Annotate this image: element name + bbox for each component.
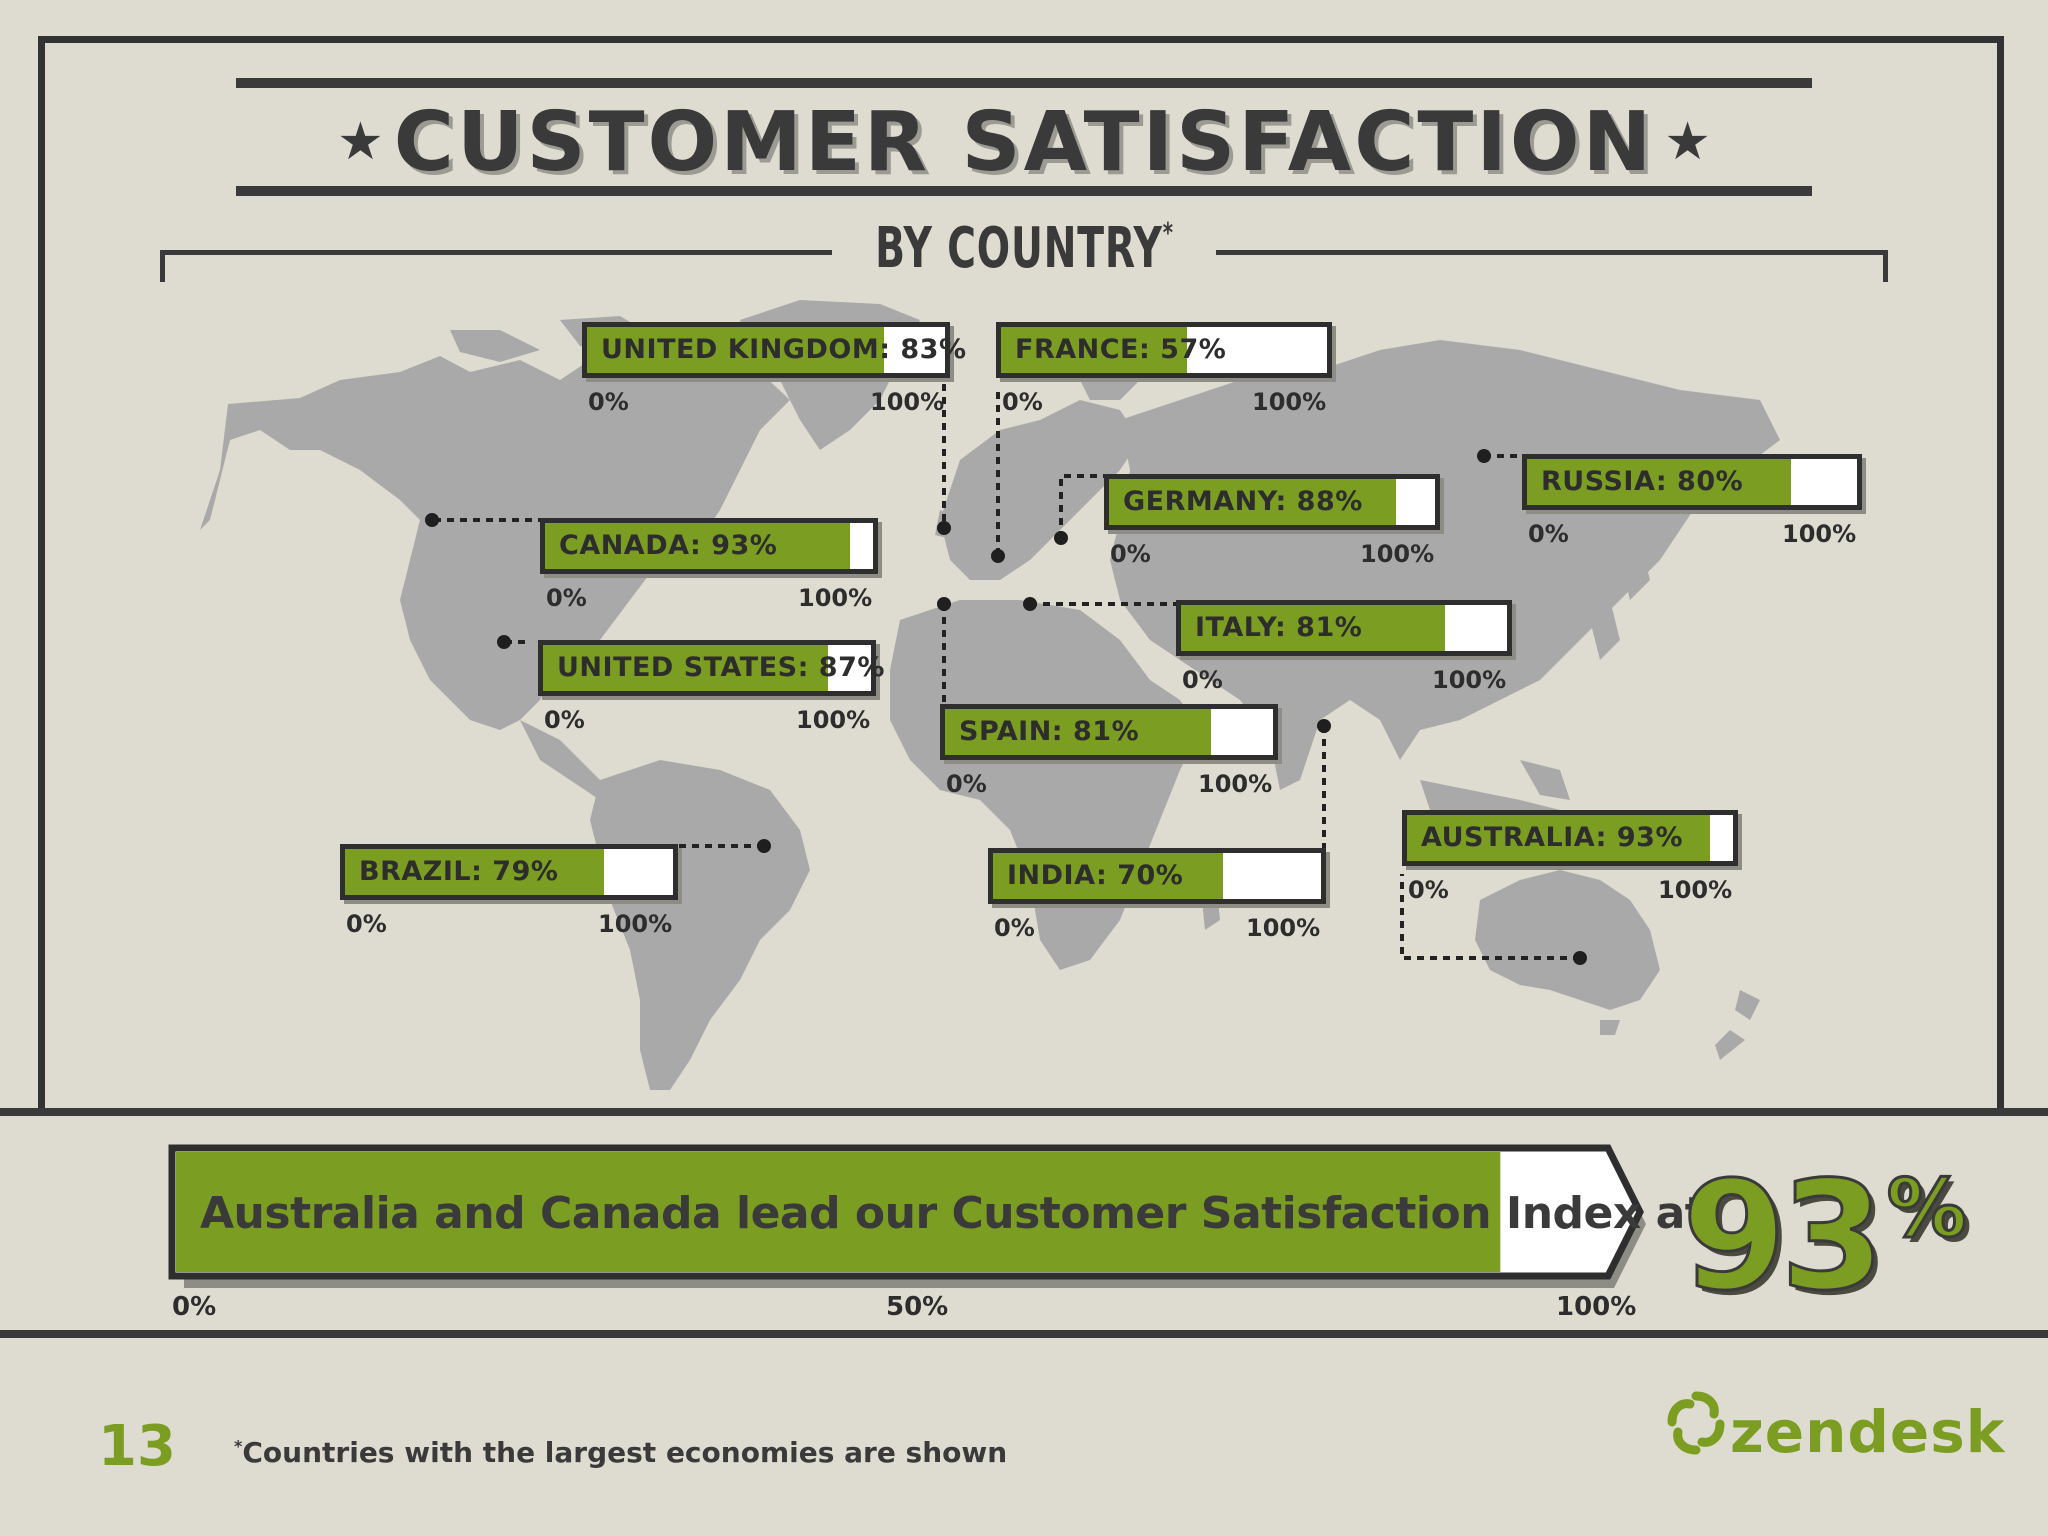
title-rule-bottom [236, 186, 1812, 196]
tick-max-united-kingdom: 100% [870, 388, 945, 416]
bar-label-united-kingdom: UNITED KINGDOM: 83% [601, 334, 967, 365]
tick-min-canada: 0% [546, 584, 587, 612]
bar-label-germany: GERMANY: 88% [1123, 486, 1363, 517]
bar-label-australia: AUSTRALIA: 93% [1421, 822, 1684, 853]
bar-label-united-states: UNITED STATES: 87% [557, 652, 885, 683]
tick-min-united-states: 0% [544, 706, 585, 734]
page-number: 13 [98, 1414, 176, 1479]
bar-united-states: UNITED STATES: 87% [538, 640, 884, 696]
tick-min-france: 0% [1002, 388, 1043, 416]
tick-max-canada: 100% [798, 584, 873, 612]
bar-canada: CANADA: 93% [540, 518, 878, 574]
bar-label-spain: SPAIN: 81% [959, 716, 1140, 747]
bar-brazil: BRAZIL: 79% [340, 844, 678, 900]
tick-max-germany: 100% [1360, 540, 1435, 568]
tick-max-russia: 100% [1782, 520, 1857, 548]
banner-text: Australia and Canada lead our Customer S… [200, 1188, 1706, 1239]
banner-rule-bottom [0, 1330, 2048, 1338]
banner-graphic [168, 1144, 1646, 1288]
map-landmass [200, 300, 1780, 1090]
tick-min-australia: 0% [1408, 876, 1449, 904]
bar-fill-united-kingdom [587, 327, 885, 373]
zendesk-logo-icon [1667, 1391, 1725, 1455]
tick-min-russia: 0% [1528, 520, 1569, 548]
headline-value: 93% [1681, 1149, 1969, 1326]
tick-max-india: 100% [1246, 914, 1321, 942]
banner-tick-100: 100% [1556, 1292, 1637, 1322]
bar-label-france: FRANCE: 57% [1015, 334, 1227, 365]
tick-max-france: 100% [1252, 388, 1327, 416]
tick-max-australia: 100% [1658, 876, 1733, 904]
content-frame [38, 36, 2004, 1116]
star-icon: ★ [1664, 112, 1711, 172]
bar-united-kingdom: UNITED KINGDOM: 83% [582, 322, 966, 378]
tick-max-italy: 100% [1432, 666, 1507, 694]
footnote: *Countries with the largest economies ar… [234, 1436, 1007, 1469]
subtitle-rule-left-tick [160, 250, 165, 282]
title-row: ★ CUSTOMER SATISFACTION ★ [236, 94, 1812, 190]
subtitle-rule-right [1216, 250, 1888, 255]
bar-fill-italy [1181, 605, 1446, 651]
tick-max-spain: 100% [1198, 770, 1273, 798]
star-icon: ★ [337, 112, 384, 172]
bar-spain: SPAIN: 81% [940, 704, 1278, 760]
bar-italy: ITALY: 81% [1176, 600, 1512, 656]
bar-fill-russia [1527, 459, 1791, 505]
title-rule-top [236, 78, 1812, 88]
bar-france: FRANCE: 57% [996, 322, 1332, 378]
subtitle: BY COUNTRY* [875, 216, 1174, 281]
tick-min-germany: 0% [1110, 540, 1151, 568]
banner-tick-50: 50% [886, 1292, 949, 1322]
banner-rule-top [0, 1108, 2048, 1116]
subtitle-row: BY COUNTRY* [0, 216, 2048, 281]
headline-number: 93 [1681, 1149, 1887, 1326]
bar-fill-india [993, 853, 1223, 899]
page-title: CUSTOMER SATISFACTION [393, 94, 1655, 190]
bar-russia: RUSSIA: 80% [1522, 454, 1862, 510]
bar-label-russia: RUSSIA: 80% [1541, 466, 1744, 497]
bar-label-canada: CANADA: 93% [559, 530, 778, 561]
bar-australia: AUSTRALIA: 93% [1402, 810, 1738, 866]
footnote-text: Countries with the largest economies are… [242, 1436, 1008, 1469]
bar-germany: GERMANY: 88% [1104, 474, 1440, 530]
bar-label-italy: ITALY: 81% [1195, 612, 1363, 643]
bar-label-brazil: BRAZIL: 79% [359, 856, 559, 887]
tick-max-united-states: 100% [796, 706, 871, 734]
headline-unit: % [1885, 1161, 1968, 1257]
subtitle-rule-left [160, 250, 832, 255]
brand-name: zendesk [1730, 1398, 2006, 1466]
tick-min-spain: 0% [946, 770, 987, 798]
bar-fill-france [1001, 327, 1187, 373]
bar-fill-united-states [543, 645, 829, 691]
bar-fill-germany [1109, 479, 1396, 525]
tick-min-italy: 0% [1182, 666, 1223, 694]
bar-label-india: INDIA: 70% [1007, 860, 1184, 891]
location-dots [425, 449, 1587, 965]
bar-fill-brazil [345, 849, 605, 895]
bar-fill-spain [945, 709, 1211, 755]
tick-min-india: 0% [994, 914, 1035, 942]
footnote-mark: * [234, 1436, 243, 1456]
bar-india: INDIA: 70% [988, 848, 1326, 904]
tick-min-brazil: 0% [346, 910, 387, 938]
subtitle-footnote-mark: * [1162, 216, 1174, 249]
subtitle-text: BY COUNTRY [874, 216, 1163, 281]
bar-fill-canada [545, 523, 851, 569]
bar-fill-australia [1407, 815, 1711, 861]
tick-max-brazil: 100% [598, 910, 673, 938]
banner-tick-0: 0% [172, 1292, 217, 1322]
banner-fill [176, 1152, 1501, 1272]
tick-min-united-kingdom: 0% [588, 388, 629, 416]
leader-lines [434, 384, 1580, 960]
subtitle-rule-right-tick [1883, 250, 1888, 282]
